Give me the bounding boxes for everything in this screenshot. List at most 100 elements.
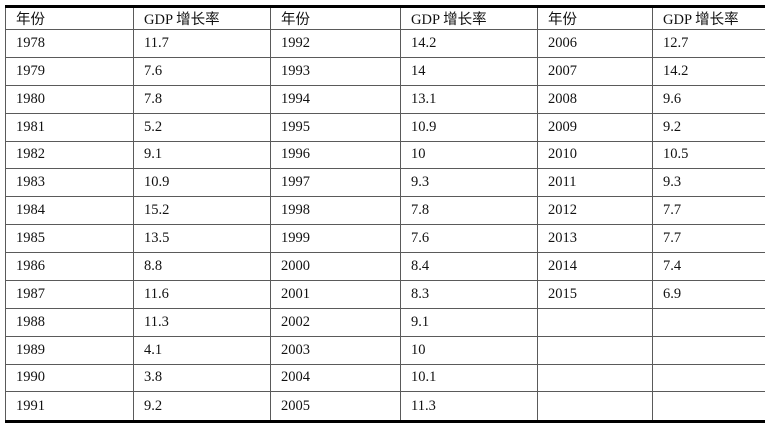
gdp-growth-cell: 7.4: [652, 252, 765, 281]
year-cell: 2009: [537, 112, 653, 142]
header-gdp-growth-1: GDP 增长率: [133, 6, 271, 30]
table-row: 1987 11.6 2001 8.3 2015 6.9: [5, 279, 765, 309]
gdp-growth-cell: 7.8: [400, 196, 538, 226]
table-row: 1990 3.8 2004 10.1: [5, 363, 765, 393]
table-row: 1984 15.2 1998 7.8 2012 7.7: [5, 196, 765, 226]
gdp-growth-cell: 9.3: [652, 168, 765, 198]
year-cell: 2007: [537, 56, 653, 86]
gdp-growth-table: 年份 GDP 增长率 年份 GDP 增长率 年份 GDP 增长率 1978 11.…: [5, 5, 765, 423]
year-cell: 1996: [270, 140, 401, 170]
gdp-growth-cell: 11.7: [133, 29, 271, 58]
year-cell: [537, 391, 653, 422]
gdp-growth-cell: 15.2: [133, 196, 271, 226]
gdp-growth-cell: 13.5: [133, 224, 271, 253]
gdp-growth-cell: 14: [400, 56, 538, 86]
year-cell: 1983: [5, 168, 134, 198]
year-cell: 1982: [5, 140, 134, 170]
table-row: 1979 7.6 1993 14 2007 14.2: [5, 56, 765, 86]
gdp-growth-cell: 10: [400, 140, 538, 170]
gdp-growth-cell: [652, 363, 765, 393]
table-row: 1991 9.2 2005 11.3: [5, 391, 765, 422]
year-cell: 1990: [5, 363, 134, 393]
year-cell: 2011: [537, 168, 653, 198]
year-cell: 2002: [270, 307, 401, 337]
gdp-growth-cell: 10.9: [133, 168, 271, 198]
gdp-growth-cell: 7.7: [652, 196, 765, 226]
table-row: 1986 8.8 2000 8.4 2014 7.4: [5, 252, 765, 281]
table-row: 1981 5.2 1995 10.9 2009 9.2: [5, 112, 765, 142]
year-cell: 1978: [5, 29, 134, 58]
header-year-2: 年份: [270, 6, 401, 30]
year-cell: 1986: [5, 252, 134, 281]
year-cell: 2015: [537, 279, 653, 309]
gdp-growth-cell: 10.5: [652, 140, 765, 170]
table-row: 1988 11.3 2002 9.1: [5, 307, 765, 337]
header-year-3: 年份: [537, 6, 653, 30]
gdp-growth-cell: 10: [400, 335, 538, 365]
gdp-growth-cell: 8.3: [400, 279, 538, 309]
year-cell: 2005: [270, 391, 401, 422]
year-cell: 2013: [537, 224, 653, 253]
gdp-growth-cell: [652, 391, 765, 422]
year-cell: 1984: [5, 196, 134, 226]
gdp-growth-cell: 4.1: [133, 335, 271, 365]
header-gdp-growth-2: GDP 增长率: [400, 6, 538, 30]
year-cell: 2001: [270, 279, 401, 309]
year-cell: 1997: [270, 168, 401, 198]
gdp-growth-cell: 9.1: [133, 140, 271, 170]
gdp-growth-cell: 9.3: [400, 168, 538, 198]
year-cell: 1992: [270, 29, 401, 58]
header-year-1: 年份: [5, 6, 134, 30]
year-cell: [537, 307, 653, 337]
gdp-growth-cell: 13.1: [400, 84, 538, 114]
year-cell: 1985: [5, 224, 134, 253]
year-cell: 1998: [270, 196, 401, 226]
gdp-growth-cell: 10.1: [400, 363, 538, 393]
table-row: 1985 13.5 1999 7.6 2013 7.7: [5, 224, 765, 253]
table-row: 1989 4.1 2003 10: [5, 335, 765, 365]
year-cell: 1989: [5, 335, 134, 365]
year-cell: 1994: [270, 84, 401, 114]
gdp-growth-cell: 7.6: [133, 56, 271, 86]
year-cell: 2006: [537, 29, 653, 58]
year-cell: 1999: [270, 224, 401, 253]
table-body: 1978 11.7 1992 14.2 2006 12.7 1979 7.6 1993 14 200…: [5, 29, 765, 422]
gdp-growth-cell: 6.9: [652, 279, 765, 309]
gdp-growth-cell: 14.2: [652, 56, 765, 86]
header-gdp-growth-3: GDP 增长率: [652, 6, 765, 30]
gdp-growth-cell: 14.2: [400, 29, 538, 58]
gdp-growth-cell: 8.8: [133, 252, 271, 281]
gdp-growth-cell: 7.6: [400, 224, 538, 253]
gdp-growth-cell: 9.2: [133, 391, 271, 422]
year-cell: 1991: [5, 391, 134, 422]
gdp-growth-cell: 10.9: [400, 112, 538, 142]
gdp-growth-cell: 7.7: [652, 224, 765, 253]
year-cell: 2014: [537, 252, 653, 281]
table-row: 1978 11.7 1992 14.2 2006 12.7: [5, 29, 765, 58]
year-cell: [537, 363, 653, 393]
year-cell: 1980: [5, 84, 134, 114]
year-cell: 2004: [270, 363, 401, 393]
table-row: 1982 9.1 1996 10 2010 10.5: [5, 140, 765, 170]
gdp-growth-cell: 5.2: [133, 112, 271, 142]
year-cell: 1993: [270, 56, 401, 86]
gdp-growth-cell: 9.2: [652, 112, 765, 142]
gdp-growth-cell: 11.6: [133, 279, 271, 309]
gdp-growth-cell: 7.8: [133, 84, 271, 114]
year-cell: 1988: [5, 307, 134, 337]
year-cell: [537, 335, 653, 365]
gdp-growth-cell: 11.3: [133, 307, 271, 337]
gdp-growth-cell: [652, 307, 765, 337]
table-header-row: 年份 GDP 增长率 年份 GDP 增长率 年份 GDP 增长率: [5, 6, 765, 30]
year-cell: 2000: [270, 252, 401, 281]
gdp-growth-cell: 12.7: [652, 29, 765, 58]
gdp-growth-cell: 9.1: [400, 307, 538, 337]
year-cell: 1987: [5, 279, 134, 309]
gdp-growth-cell: 8.4: [400, 252, 538, 281]
year-cell: 2010: [537, 140, 653, 170]
gdp-growth-cell: 3.8: [133, 363, 271, 393]
table-row: 1980 7.8 1994 13.1 2008 9.6: [5, 84, 765, 114]
year-cell: 1979: [5, 56, 134, 86]
year-cell: 2008: [537, 84, 653, 114]
